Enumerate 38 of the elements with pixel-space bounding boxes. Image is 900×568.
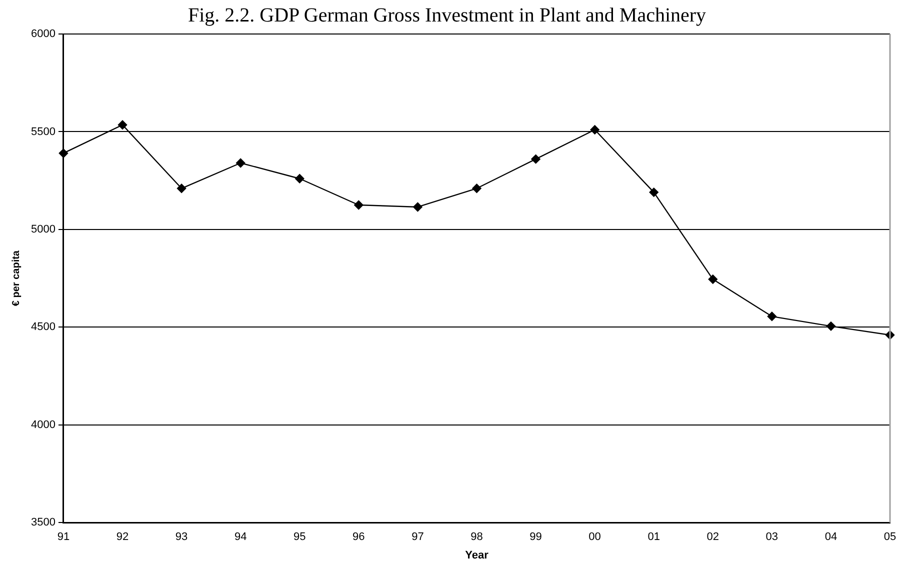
point xyxy=(767,312,777,322)
x-axis-title: Year xyxy=(465,549,490,562)
y-tick-label: 6000 xyxy=(30,28,56,40)
y-tick-label: 5000 xyxy=(30,223,56,236)
point xyxy=(295,174,304,184)
x-tick-label: 00 xyxy=(588,531,601,544)
point xyxy=(354,200,364,210)
point xyxy=(118,120,128,130)
x-tick-label: 91 xyxy=(57,531,70,544)
x-tick-label: 97 xyxy=(412,531,424,544)
y-axis-title: € per capita xyxy=(10,250,22,306)
x-tick-label: 02 xyxy=(706,531,720,544)
x-tick-label: 94 xyxy=(234,531,247,544)
x-tick-label: 93 xyxy=(175,531,188,544)
point xyxy=(649,188,658,197)
y-tick-label: 3500 xyxy=(30,516,56,529)
y-tick-label: 4000 xyxy=(30,418,56,431)
point xyxy=(236,158,246,168)
x-tick-label: 03 xyxy=(766,531,778,544)
x-tick-label: 95 xyxy=(293,531,306,544)
x-tick-label: 92 xyxy=(116,531,129,544)
point xyxy=(472,184,482,193)
point xyxy=(826,322,836,331)
y-tick-label: 4500 xyxy=(30,321,56,334)
x-tick-label: 99 xyxy=(530,531,542,544)
x-tick-label: 04 xyxy=(824,531,838,544)
point xyxy=(176,184,186,193)
point xyxy=(590,125,600,134)
x-tick-label: 05 xyxy=(884,531,896,544)
x-tick-label: 96 xyxy=(352,531,365,544)
point xyxy=(708,274,718,284)
y-tick-label: 5500 xyxy=(30,126,56,138)
point xyxy=(531,154,540,164)
point xyxy=(413,202,422,212)
x-tick-label: 01 xyxy=(648,531,660,544)
chart-title: Fig. 2.2. GDP German Gross Investment in Plant and Machinery xyxy=(188,4,706,26)
point xyxy=(58,148,68,158)
x-tick-label: 98 xyxy=(470,531,483,544)
